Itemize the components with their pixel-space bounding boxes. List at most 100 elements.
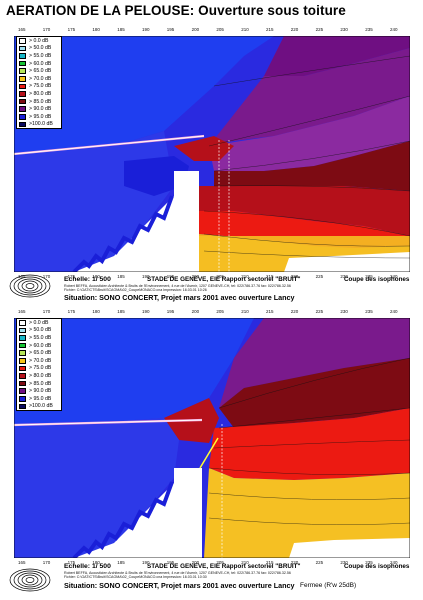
legend-1: > 0.0 dB > 50.0 dB > 55.0 dB > 60.0 dB > 65.… — [16, 36, 62, 130]
legend-label: >100.0 dB — [29, 403, 53, 410]
legend-label: > 60.0 dB — [29, 342, 52, 349]
legend-swatch — [19, 45, 26, 52]
legend-label: > 55.0 dB — [29, 52, 52, 59]
legend-swatch — [19, 68, 26, 74]
axis-tick-label: 195 — [166, 309, 175, 314]
legend-swatch — [19, 365, 26, 372]
axis-tick-label: 205 — [216, 27, 224, 32]
legend-item: > 60.0 dB — [17, 60, 61, 68]
legend-label: > 70.0 dB — [29, 75, 52, 82]
axis-tick-label: 190 — [142, 274, 150, 279]
legend-item: > 95.0 dB — [17, 113, 61, 121]
axis-tick-label: 180 — [92, 274, 100, 279]
legend-swatch — [19, 403, 26, 410]
axis-tick-label: 165 — [18, 27, 26, 32]
axis-tick-label: 170 — [42, 274, 51, 279]
legend-label: > 50.0 dB — [29, 45, 52, 52]
caption-2: Echelle: 1/ 500 STADE DE GENEVE, EIE Rap… — [0, 562, 423, 600]
legend-item: > 75.0 dB — [17, 83, 61, 91]
legend-2: > 0.0 dB > 50.0 dB > 55.0 dB > 60.0 dB > 65.… — [16, 318, 62, 412]
axis-tick-label: 220 — [290, 274, 299, 279]
legend-item: > 0.0 dB — [17, 319, 61, 327]
axis-tick-label: 235 — [365, 27, 373, 32]
axis-tick-label: 210 — [241, 309, 249, 314]
axis-tick-label: 240 — [390, 560, 398, 565]
axis-tick-label: 175 — [67, 274, 76, 279]
axis-tick-label: 240 — [390, 274, 398, 279]
isophone-panel-1: 165 170 175 180 185 190 195 200 205 210 215 220 225 2… — [0, 22, 423, 295]
legend-item: > 80.0 dB — [17, 372, 61, 380]
legend-swatch — [19, 320, 26, 326]
fermee-label-2: Fermee (R'w 25dB) — [300, 582, 357, 589]
legend-swatch — [19, 121, 26, 128]
legend-item: > 95.0 dB — [17, 395, 61, 403]
legend-item: >100.0 dB — [17, 121, 61, 129]
coupe-label-1: Coupe des isophones — [344, 276, 410, 283]
axis-tick-label: 165 — [18, 560, 26, 565]
legend-swatch — [19, 106, 26, 112]
scale-label-1: Echelle: 1/ 500 — [64, 276, 111, 283]
axis-tick-label: 180 — [92, 309, 100, 314]
isophone-map-1 — [14, 36, 410, 272]
page-title: AERATION DE LA PELOUSE: Ouverture sous t… — [6, 3, 346, 18]
axis-tick-label: 175 — [67, 560, 76, 565]
file-info-1: Fichier: C:\GATICTS\Bruit\SCAOMA\02_Coup… — [64, 288, 207, 292]
axis-tick-label: 165 — [18, 274, 26, 279]
fingerprint-logo-1 — [9, 274, 51, 298]
legend-swatch — [19, 38, 26, 44]
legend-swatch — [19, 60, 26, 67]
legend-label: > 85.0 dB — [29, 380, 52, 387]
legend-label: >100.0 dB — [29, 121, 53, 128]
legend-swatch — [19, 53, 26, 59]
situation-label-2: Situation: SONO CONCERT, Projet mars 200… — [64, 581, 295, 590]
legend-item: > 90.0 dB — [17, 105, 61, 113]
legend-label: > 90.0 dB — [29, 106, 52, 113]
axis-tick-label: 185 — [117, 27, 125, 32]
axis-tick-label: 210 — [241, 274, 249, 279]
fingerprint-logo-2 — [9, 568, 51, 592]
axis-tick-label: 190 — [142, 560, 150, 565]
legend-label: > 70.0 dB — [29, 357, 52, 364]
legend-item: > 60.0 dB — [17, 342, 61, 350]
axis-tick-label: 215 — [266, 274, 274, 279]
axis-tick-label: 240 — [390, 309, 398, 314]
legend-item: > 65.0 dB — [17, 349, 61, 357]
legend-item: > 85.0 dB — [17, 380, 61, 388]
isophone-map-2 — [14, 318, 410, 558]
legend-swatch — [19, 75, 26, 82]
legend-swatch — [19, 335, 26, 341]
axis-tick-label: 225 — [315, 560, 324, 565]
axis-tick-label: 235 — [365, 274, 373, 279]
legend-label: > 90.0 dB — [29, 388, 52, 395]
caption-1: Echelle: 1/ 500 STADE DE GENEVE, EIE Rap… — [0, 268, 423, 304]
legend-item: > 65.0 dB — [17, 67, 61, 75]
axis-tick-label: 170 — [42, 27, 51, 32]
report-title-2: STADE DE GENEVE, EIE Rapport sectoriel "… — [147, 563, 301, 570]
legend-swatch — [19, 91, 26, 97]
legend-swatch — [19, 98, 26, 105]
legend-swatch — [19, 380, 26, 387]
legend-item: > 55.0 dB — [17, 52, 61, 60]
axis-tick-label: 175 — [67, 309, 76, 314]
scale-label-2: Echelle: 1/ 500 — [64, 563, 111, 570]
file-info-2: Fichier: C:\GATICTS\Bruit\SCAOMA\02_Coup… — [64, 575, 207, 579]
isophone-panel-2: 165 170 175 180 185 190 195 200 205 210 215 220 225 2… — [0, 304, 423, 600]
axis-tick-label: 195 — [166, 560, 175, 565]
axis-tick-label: 220 — [290, 309, 299, 314]
axis-tick-label: 225 — [315, 274, 324, 279]
axis-tick-label: 220 — [290, 27, 299, 32]
axis-tick-label: 235 — [365, 309, 373, 314]
legend-swatch — [19, 350, 26, 356]
axis-tick-label: 200 — [191, 27, 200, 32]
report-title-1: STADE DE GENEVE, EIE Rapport sectoriel "… — [147, 276, 301, 283]
legend-label: > 0.0 dB — [29, 37, 49, 44]
coupe-label-2: Coupe des isophones — [344, 563, 410, 570]
axis-tick-label: 230 — [340, 274, 348, 279]
legend-label: > 50.0 dB — [29, 327, 52, 334]
axis-tick-label: 180 — [92, 27, 100, 32]
legend-swatch — [19, 83, 26, 90]
legend-label: > 55.0 dB — [29, 334, 52, 341]
legend-item: > 80.0 dB — [17, 90, 61, 98]
axis-tick-label: 210 — [241, 27, 249, 32]
axis-tick-label: 225 — [315, 309, 324, 314]
